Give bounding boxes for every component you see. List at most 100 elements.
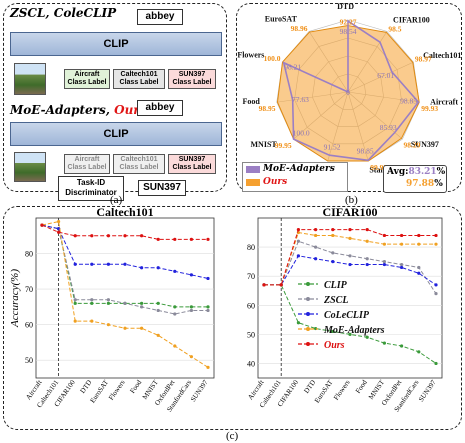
data-point-CoLeCLIP <box>90 262 94 266</box>
data-point-MoE-Adapters <box>156 333 160 337</box>
legend-label: Ours <box>324 340 345 351</box>
data-point-CoLeCLIP <box>57 227 61 231</box>
data-point-Ours <box>140 234 144 238</box>
legend-marker <box>306 297 310 301</box>
data-point-CoLeCLIP <box>417 271 421 275</box>
data-point-CLIP <box>365 335 369 339</box>
data-point-ZSCL <box>417 265 421 270</box>
data-point-CoLeCLIP <box>296 254 300 258</box>
data-point-CoLeCLIP <box>348 262 352 267</box>
data-point-ZSCL <box>106 298 110 302</box>
data-point-ZSCL <box>73 298 77 302</box>
data-point-Ours <box>123 234 127 238</box>
data-point-CoLeCLIP <box>189 273 193 277</box>
chart-title: CIFAR100 <box>322 205 377 219</box>
data-point-Ours <box>73 234 77 238</box>
data-point-Ours <box>296 228 300 232</box>
data-point-CLIP <box>296 321 300 325</box>
plot-frame <box>257 217 443 379</box>
data-point-Ours <box>382 233 386 238</box>
x-tick-label: DTD <box>302 379 317 395</box>
data-point-CLIP <box>140 301 144 305</box>
data-point-ZSCL <box>365 257 369 261</box>
legend-marker <box>306 342 310 346</box>
data-point-Ours <box>348 228 352 232</box>
label-sun-bottom: SUN397 Class Label <box>168 154 216 174</box>
data-point-MoE-Adapters <box>57 219 61 224</box>
data-point-CoLeCLIP <box>382 262 386 267</box>
x-tick-label: Food <box>128 378 143 395</box>
data-point-CoLeCLIP <box>331 260 335 264</box>
avg-ours: 97.88 <box>406 179 435 189</box>
data-point-MoE-Adapters <box>417 242 421 246</box>
x-tick-label: EuroSAT <box>89 378 111 405</box>
data-point-CLIP <box>434 361 438 366</box>
data-point-CLIP <box>206 305 210 309</box>
x-tick-label: SUN397 <box>417 378 438 403</box>
y-tick-label: 60 <box>247 301 255 310</box>
legend-label: CoLeCLIP <box>324 310 370 321</box>
y-tick-label: 80 <box>25 250 33 259</box>
legend-marker <box>306 282 310 286</box>
input-image-bottom <box>14 152 46 182</box>
data-point-MoE-Adapters <box>106 323 110 327</box>
data-point-CoLeCLIP <box>140 266 144 270</box>
legend-swatch-moe <box>246 166 260 173</box>
data-point-MoE-Adapters <box>123 326 127 330</box>
x-tick-label: Food <box>354 378 369 395</box>
task-id-discriminator: Task-ID Discriminator <box>58 176 124 201</box>
abbey-box-top: abbey <box>137 9 183 25</box>
data-point-MoE-Adapters <box>189 355 193 359</box>
data-point-Ours <box>331 228 335 232</box>
data-point-ZSCL <box>382 260 386 264</box>
data-point-ZSCL <box>434 292 438 296</box>
data-point-CoLeCLIP <box>434 283 438 287</box>
data-point-CLIP <box>331 329 335 334</box>
data-point-Ours <box>262 283 266 287</box>
data-point-MoE-Adapters <box>331 233 335 238</box>
data-point-MoE-Adapters <box>400 242 404 246</box>
data-point-CLIP <box>400 344 404 348</box>
y-tick-label: 60 <box>25 321 33 330</box>
x-tick-label: DTD <box>79 379 94 395</box>
legend-label: ZSCL <box>323 295 348 306</box>
y-tick-label: 40 <box>247 359 255 368</box>
data-point-MoE-Adapters <box>296 230 300 235</box>
y-tick-label: 80 <box>247 243 255 252</box>
x-tick-label: EuroSAT <box>313 378 335 405</box>
data-point-MoE-Adapters <box>173 344 177 348</box>
data-point-MoE-Adapters <box>140 326 144 330</box>
data-point-CLIP <box>173 305 177 309</box>
data-point-Ours <box>40 223 44 227</box>
data-point-ZSCL <box>206 308 210 313</box>
data-point-CLIP <box>156 301 160 305</box>
y-tick-label: 70 <box>25 285 33 294</box>
data-point-Ours <box>57 230 61 234</box>
data-point-ZSCL <box>348 254 352 258</box>
legend-marker <box>306 327 310 331</box>
data-point-CLIP <box>73 301 77 305</box>
data-point-ZSCL <box>400 262 404 267</box>
panel-b <box>236 3 462 192</box>
clip-top: CLIP <box>10 32 222 56</box>
data-point-ZSCL <box>189 308 193 313</box>
data-point-Ours <box>206 237 210 241</box>
data-point-ZSCL <box>314 245 318 249</box>
y-tick-label: 70 <box>247 272 255 281</box>
data-point-Ours <box>417 233 421 238</box>
series-line-ZSCL <box>41 224 208 315</box>
panel-c <box>3 206 462 430</box>
data-point-MoE-Adapters <box>382 242 386 246</box>
data-point-CoLeCLIP <box>156 266 160 270</box>
data-point-CLIP <box>189 305 193 309</box>
avg-box: Avg:83.21% 97.88% <box>383 165 447 193</box>
series-line-MoE-Adapters <box>41 220 209 368</box>
data-point-CLIP <box>90 301 94 305</box>
x-tick-label: SUN397 <box>189 378 210 403</box>
label-caltech-top: Caltech101 Class Label <box>113 69 165 89</box>
legend-marker <box>306 312 310 316</box>
data-point-CoLeCLIP <box>173 269 177 273</box>
y-tick-label: 50 <box>247 330 255 339</box>
data-point-CoLeCLIP <box>123 262 127 266</box>
data-point-Ours <box>314 228 318 232</box>
